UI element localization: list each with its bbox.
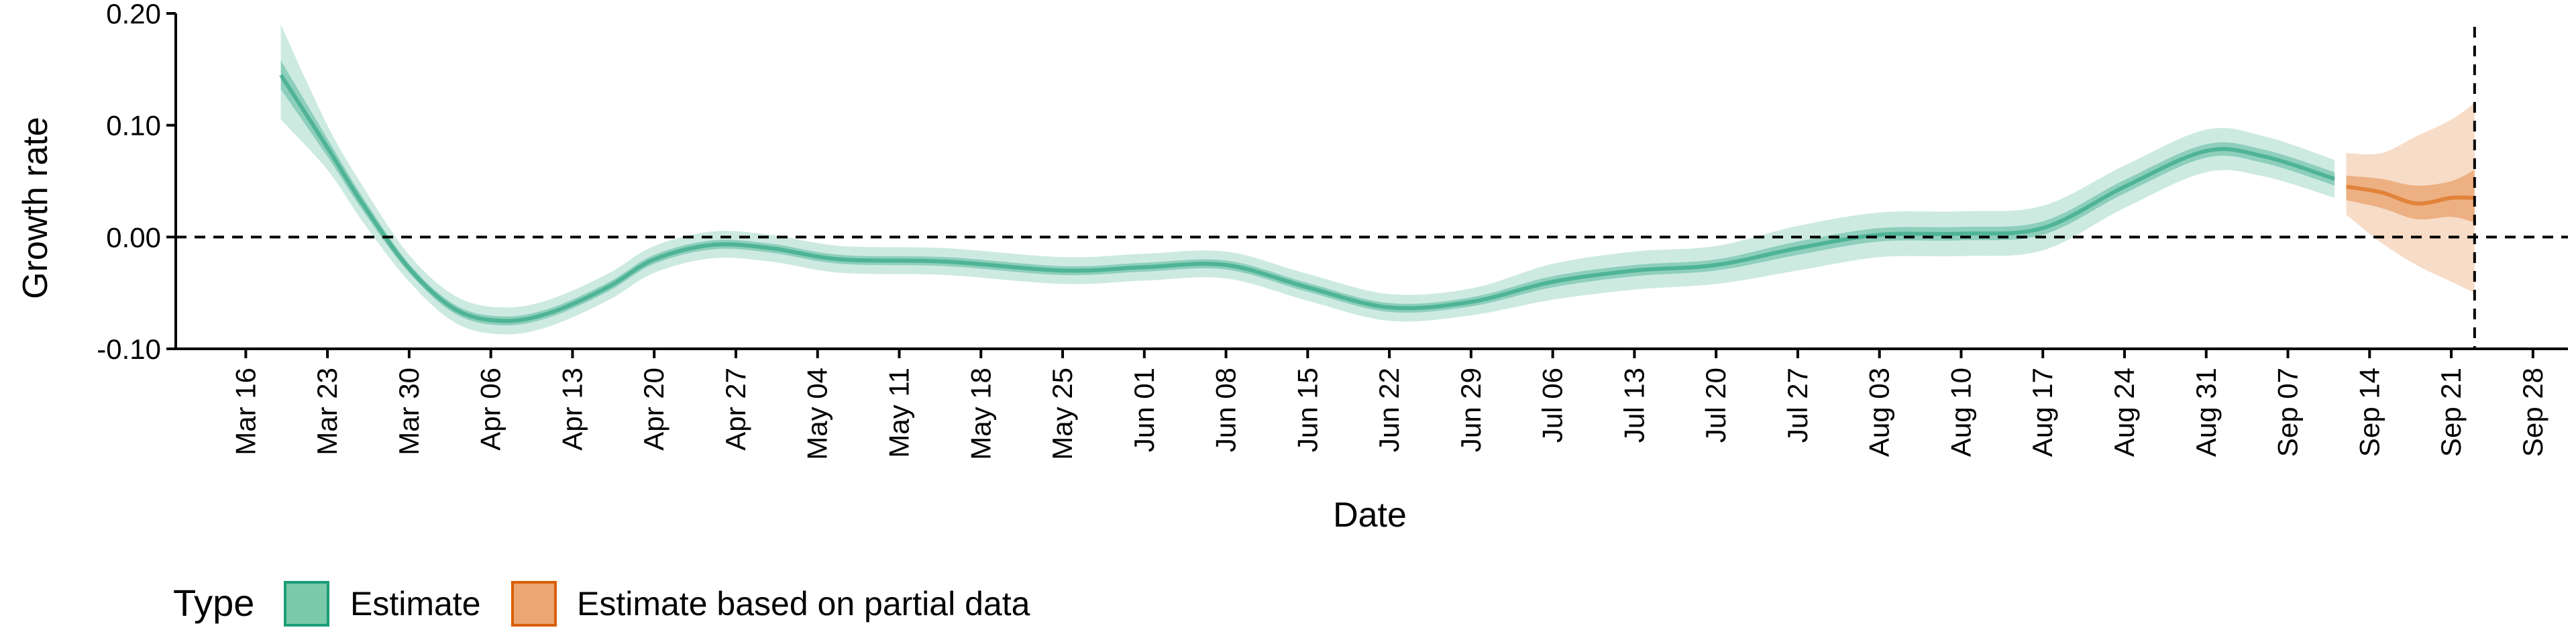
x-tick-label: Aug 03 bbox=[1864, 368, 1895, 457]
series-lines bbox=[279, 74, 2475, 323]
x-tick-label: Jun 01 bbox=[1128, 368, 1160, 452]
x-tick-label: Jun 08 bbox=[1210, 368, 1242, 452]
median-line-partial bbox=[2346, 184, 2475, 206]
x-tick-label: Jul 20 bbox=[1700, 368, 1731, 443]
x-tick-label: Aug 17 bbox=[2027, 368, 2058, 457]
x-tick-label: Sep 21 bbox=[2435, 368, 2467, 457]
x-axis-title: Date bbox=[1333, 496, 1407, 535]
x-tick-label: Mar 30 bbox=[393, 368, 425, 455]
y-tick-label: 0.20 bbox=[106, 0, 161, 30]
band-90-partial bbox=[2346, 103, 2475, 293]
reference-lines bbox=[176, 27, 2568, 349]
median-line-estimate bbox=[279, 74, 2336, 323]
y-tick-label: 0.00 bbox=[106, 221, 161, 253]
x-tick-label: Jul 13 bbox=[1618, 368, 1650, 443]
x-tick-label: Sep 14 bbox=[2353, 368, 2385, 457]
x-tick-label: Apr 20 bbox=[638, 368, 669, 451]
x-tick-label: Aug 10 bbox=[1945, 368, 1977, 457]
x-tick-label: Sep 07 bbox=[2272, 368, 2304, 457]
x-tick-label: Aug 24 bbox=[2108, 368, 2140, 457]
legend-label-estimate: Estimate bbox=[350, 585, 481, 623]
legend-label-partial: Estimate based on partial data bbox=[577, 585, 1030, 623]
y-tick-label: 0.10 bbox=[106, 110, 161, 142]
x-tick-label: Jun 29 bbox=[1455, 368, 1487, 452]
band-90-estimate bbox=[280, 24, 2335, 335]
legend: Type Estimate Estimate based on partial … bbox=[173, 581, 1030, 627]
x-tick-label: Jul 06 bbox=[1537, 368, 1568, 443]
x-tick-label: May 25 bbox=[1046, 368, 1078, 460]
x-tick-label: Mar 23 bbox=[311, 368, 343, 455]
x-tick-label: Apr 27 bbox=[720, 368, 751, 451]
x-tick-label: Aug 31 bbox=[2190, 368, 2222, 457]
x-tick-label: Apr 06 bbox=[475, 368, 506, 451]
x-tick-label: Sep 28 bbox=[2517, 368, 2548, 457]
y-tick-label: -0.10 bbox=[97, 333, 161, 365]
x-tick-label: Jun 22 bbox=[1373, 368, 1405, 452]
x-tick-label: May 04 bbox=[802, 368, 833, 460]
band-50-partial bbox=[2346, 170, 2475, 223]
uncertainty-bands bbox=[280, 24, 2475, 335]
y-axis-title: Growth rate bbox=[16, 117, 55, 299]
x-tick-label: May 11 bbox=[883, 368, 915, 458]
x-tick-label: Jun 15 bbox=[1291, 368, 1323, 452]
axes: -0.10 0.00 0.10 0.20 Mar 16 Mar 23 Mar 30 Apr 0… bbox=[97, 0, 2568, 460]
x-tick-label: Mar 16 bbox=[229, 368, 261, 455]
legend-swatch-partial bbox=[511, 581, 557, 627]
x-tick-label: Apr 13 bbox=[556, 368, 588, 451]
x-tick-label: May 18 bbox=[965, 368, 996, 460]
legend-swatch-estimate bbox=[284, 581, 329, 627]
x-tick-label: Jul 27 bbox=[1782, 368, 1813, 443]
legend-title: Type bbox=[173, 582, 254, 624]
